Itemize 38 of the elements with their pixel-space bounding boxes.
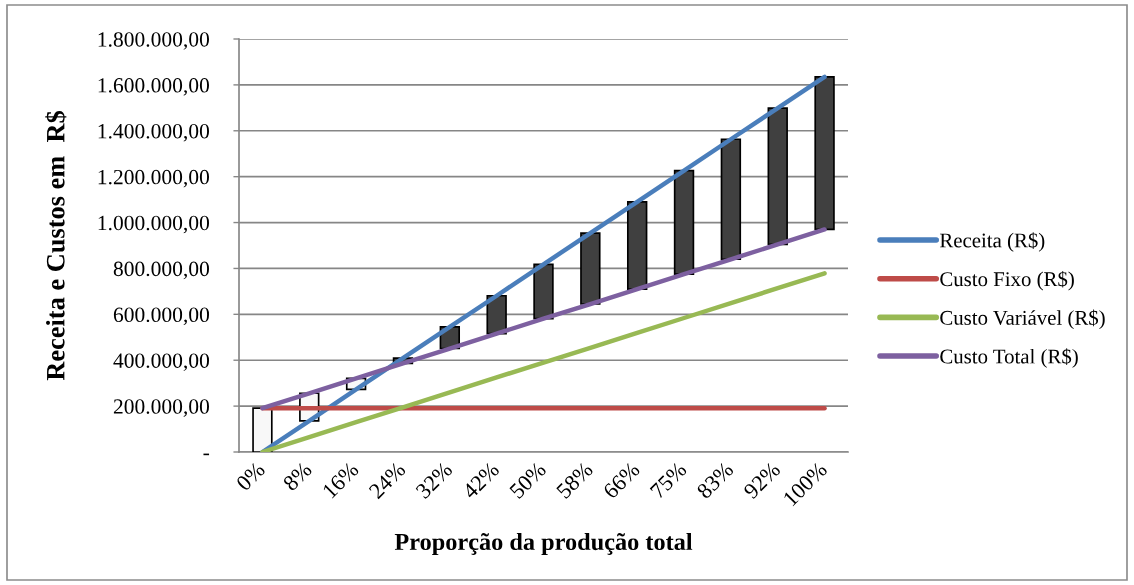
x-tick-label: 8% bbox=[282, 461, 313, 492]
bar bbox=[673, 169, 695, 276]
y-tick-label: 1.400.000,00 bbox=[98, 123, 210, 142]
x-tick-label: 16% bbox=[322, 461, 360, 499]
legend-label: Custo Variável (R$) bbox=[940, 309, 1105, 330]
line-series bbox=[260, 227, 827, 411]
y-axis-title: Receita e Custos em R$ bbox=[45, 111, 67, 381]
legend-label: Custo Fixo (R$) bbox=[940, 270, 1074, 291]
y-tick-label: 800.000,00 bbox=[113, 261, 210, 280]
bar bbox=[533, 263, 554, 320]
x-axis-title: Proporção da produção total bbox=[394, 532, 693, 556]
x-tick-label: 66% bbox=[602, 461, 641, 500]
bar bbox=[767, 107, 788, 246]
bar bbox=[580, 232, 601, 305]
x-tick-label: 24% bbox=[368, 461, 407, 500]
x-tick-label: 92% bbox=[742, 461, 782, 500]
y-tick-label: 1.600.000,00 bbox=[98, 78, 210, 96]
y-tick-label: 400.000,00 bbox=[113, 353, 210, 371]
legend-label: Receita (R$) bbox=[939, 232, 1045, 252]
y-tick-label: 200.000,00 bbox=[113, 399, 210, 417]
x-tick-label: 42% bbox=[461, 461, 501, 500]
x-tick-label: 50% bbox=[508, 461, 547, 500]
x-tick-label: 0% bbox=[235, 461, 266, 492]
x-tick-label: 83% bbox=[696, 461, 735, 500]
bar bbox=[814, 76, 835, 231]
bar bbox=[720, 138, 742, 261]
line-series bbox=[260, 74, 827, 452]
bar bbox=[626, 201, 648, 290]
y-tick-label: 1.000.000,00 bbox=[98, 215, 210, 234]
line-series bbox=[260, 271, 827, 452]
y-tick-label: 600.000,00 bbox=[113, 307, 210, 326]
x-tick-label: 58% bbox=[555, 461, 594, 500]
legend-label: Custo Total (R$) bbox=[940, 348, 1078, 368]
x-tick-label: 32% bbox=[415, 461, 454, 500]
y-tick-label: 1.800.000,00 bbox=[98, 32, 210, 50]
y-tick-label: - bbox=[203, 453, 210, 456]
x-tick-label: 75% bbox=[649, 461, 688, 500]
y-tick-label: 1.200.000,00 bbox=[98, 169, 210, 188]
